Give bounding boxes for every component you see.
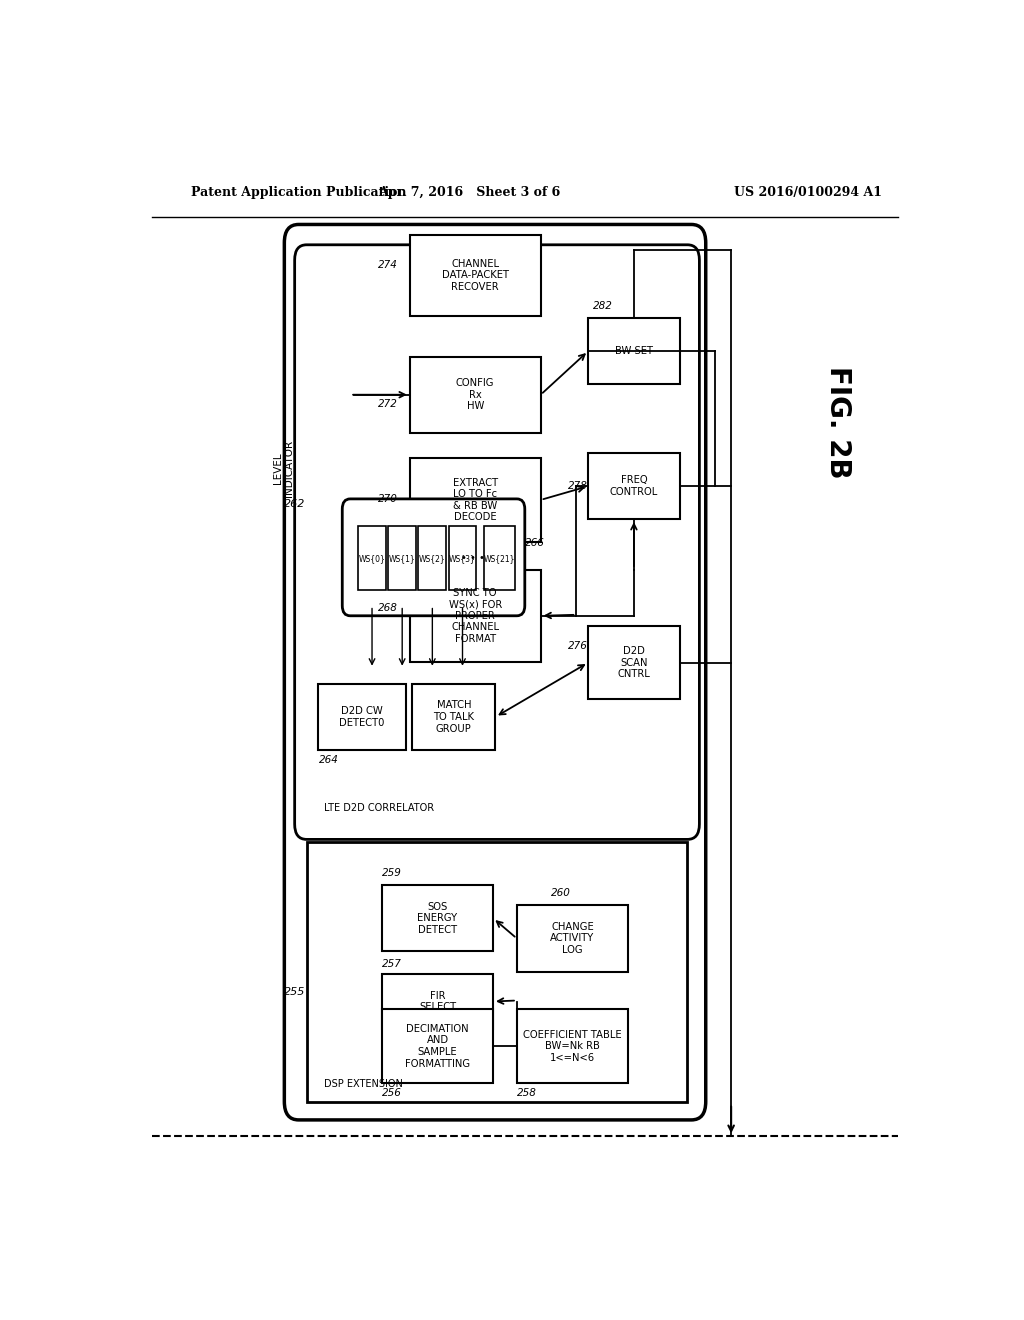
Bar (318, 684, 406, 750)
Bar (419, 527, 446, 590)
Text: WS{1}: WS{1} (389, 554, 416, 562)
Text: 258: 258 (517, 1089, 537, 1098)
Text: 257: 257 (382, 960, 401, 969)
Text: CONFIG
Rx
HW: CONFIG Rx HW (456, 378, 495, 412)
Text: 260: 260 (551, 888, 570, 898)
Text: WS{2}: WS{2} (419, 554, 445, 562)
Bar (410, 458, 541, 541)
Text: • • •: • • • (461, 553, 485, 564)
Text: MATCH
TO TALK
GROUP: MATCH TO TALK GROUP (433, 701, 474, 734)
Text: WS{3}: WS{3} (450, 554, 476, 562)
Text: BW SET: BW SET (615, 346, 653, 356)
Bar (382, 886, 494, 952)
Text: CHANNEL
DATA-PACKET
RECOVER: CHANNEL DATA-PACKET RECOVER (441, 259, 509, 292)
Text: 266: 266 (524, 537, 545, 548)
Text: SOS
ENERGY
DETECT: SOS ENERGY DETECT (418, 902, 458, 935)
Text: DECIMATION
AND
SAMPLE
FORMATTING: DECIMATION AND SAMPLE FORMATTING (404, 1024, 470, 1069)
Text: LTE D2D CORRELATOR: LTE D2D CORRELATOR (324, 803, 434, 813)
Bar (588, 626, 680, 700)
Text: 282: 282 (593, 301, 612, 310)
Text: Apr. 7, 2016   Sheet 3 of 6: Apr. 7, 2016 Sheet 3 of 6 (378, 186, 560, 199)
Bar (410, 235, 541, 315)
Text: 259: 259 (382, 869, 401, 878)
Text: FIR
SELECT: FIR SELECT (419, 991, 456, 1012)
FancyBboxPatch shape (342, 499, 524, 615)
Text: WS{0}: WS{0} (358, 554, 385, 562)
Text: 270: 270 (378, 494, 398, 504)
Text: DSP EXTENSION: DSP EXTENSION (324, 1080, 402, 1089)
Bar (483, 527, 515, 590)
Bar (306, 842, 687, 1102)
Bar (382, 974, 494, 1030)
Bar (517, 1008, 628, 1084)
Bar (449, 527, 476, 590)
Text: 274: 274 (378, 260, 398, 271)
Text: 256: 256 (382, 1089, 401, 1098)
Bar (358, 527, 386, 590)
Text: LEVEL
INDICATOR: LEVEL INDICATOR (272, 440, 294, 496)
Text: WS{21}: WS{21} (483, 554, 515, 562)
Text: 268: 268 (378, 603, 398, 612)
FancyBboxPatch shape (295, 244, 699, 840)
Bar (410, 570, 541, 661)
Bar (517, 906, 628, 972)
Bar (588, 453, 680, 519)
Text: Patent Application Publication: Patent Application Publication (191, 186, 407, 199)
Bar (412, 684, 496, 750)
Text: 278: 278 (568, 480, 589, 491)
Bar (588, 318, 680, 384)
Text: 255: 255 (284, 987, 305, 997)
Text: CHANGE
ACTIVITY
LOG: CHANGE ACTIVITY LOG (550, 921, 595, 956)
Text: FREQ
CONTROL: FREQ CONTROL (610, 475, 658, 498)
FancyBboxPatch shape (285, 224, 706, 1119)
Bar (410, 356, 541, 433)
Text: 264: 264 (318, 755, 338, 766)
Text: FIG. 2B: FIG. 2B (824, 367, 852, 479)
Text: US 2016/0100294 A1: US 2016/0100294 A1 (734, 186, 882, 199)
Text: 272: 272 (378, 400, 398, 409)
Text: 262: 262 (284, 499, 305, 510)
Text: D2D
SCAN
CNTRL: D2D SCAN CNTRL (617, 645, 650, 678)
Bar (382, 1008, 494, 1084)
Text: SYNC TO
WS(x) FOR
PROPER
CHANNEL
FORMAT: SYNC TO WS(x) FOR PROPER CHANNEL FORMAT (449, 587, 502, 644)
Text: COEFFICIENT TABLE
BW=Nk RB
1<=N<6: COEFFICIENT TABLE BW=Nk RB 1<=N<6 (523, 1030, 622, 1063)
Bar (388, 527, 416, 590)
Text: EXTRACT
LO TO Fc
& RB BW
DECODE: EXTRACT LO TO Fc & RB BW DECODE (453, 478, 498, 523)
Text: D2D CW
DETECT0: D2D CW DETECT0 (339, 706, 385, 727)
Text: 276: 276 (568, 642, 589, 651)
